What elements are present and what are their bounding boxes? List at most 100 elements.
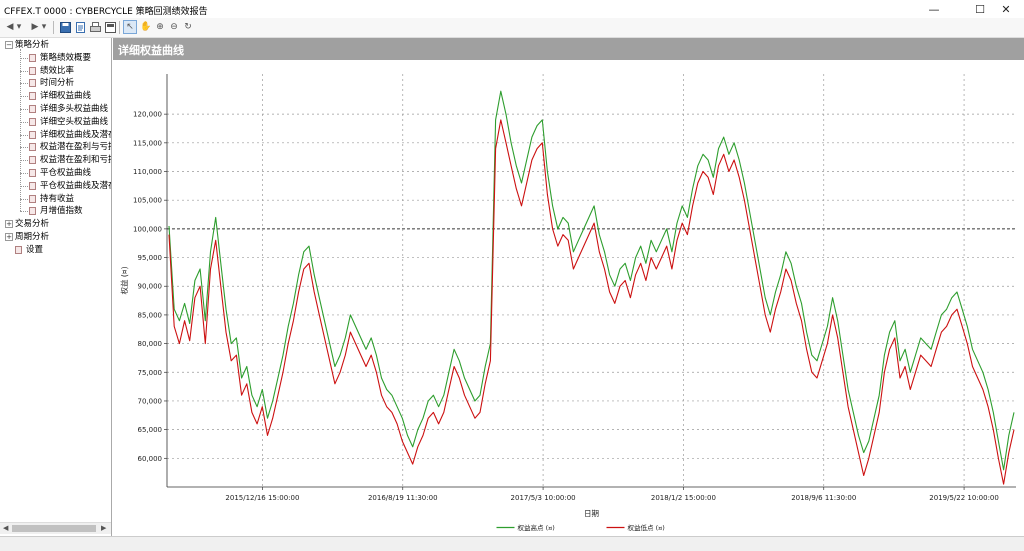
save-icon[interactable] [58,20,72,34]
x-tick-label: 2018/9/6 11:30:00 [791,494,856,502]
y-axis-label: 权益 (¤) [119,266,129,294]
toolbar-separator [119,21,120,34]
status-bar [0,536,1024,551]
forward-icon[interactable]: ▶ [31,22,39,32]
collapse-icon[interactable]: − [5,41,13,49]
y-tick-label: 70,000 [138,397,163,405]
window-title: CFFEX.T 0000 : CYBERCYCLE 策略回测绩效报告 [4,7,208,17]
print-icon[interactable] [88,20,102,34]
tree-connector [20,121,28,123]
back-icon[interactable]: ◀ [6,22,14,32]
tree-item-settings[interactable]: 设置 [15,244,43,256]
x-tick-label: 2017/5/3 10:00:00 [511,494,576,502]
tree-item-label: 详细权益曲线及潜在 [40,129,112,140]
close-icon[interactable]: ✕ [1001,2,1011,16]
tree-item[interactable]: 月增值指数 [29,205,83,217]
tree-item[interactable]: 权益潜在盈利和亏损 [29,154,112,166]
y-tick-label: 90,000 [138,283,163,291]
legend-label: 权益高点 (¤) [518,523,555,532]
zoom-out-icon[interactable]: ⊖ [170,22,178,32]
tree-item-label: 详细空头权益曲线 [40,116,109,127]
tree-item[interactable]: 策略绩效概要 [29,52,91,64]
x-tick-label: 2016/8/19 11:30:00 [368,494,438,502]
tree-item-label: 时间分析 [40,78,75,89]
report-page-icon [29,156,36,165]
series-line-1 [168,119,1015,485]
title-bar: CFFEX.T 0000 : CYBERCYCLE 策略回测绩效报告 — ☐ ✕ [0,0,1024,18]
report-page-icon [29,105,36,113]
pan-hand-icon[interactable]: ✋ [140,22,152,32]
tree-group-label: 交易分析 [15,219,50,230]
forward-dropdown-icon[interactable]: ▾ [41,22,47,32]
series-line-0 [168,90,1015,471]
report-page-icon [29,194,36,203]
refresh-icon[interactable]: ↻ [184,22,192,32]
tree-group-1[interactable]: + 交易分析 [5,218,49,230]
chart-header: 详细权益曲线 [113,38,1024,60]
y-tick-label: 100,000 [133,225,162,233]
tree-item[interactable]: 绩效比率 [29,65,74,77]
tree-item[interactable]: 详细权益曲线及潜在 [29,129,112,141]
sidebar-horizontal-scrollbar[interactable]: ◀ ▶ [0,522,111,534]
tree-connector [20,211,28,213]
tree-item-label: 策略绩效概要 [40,52,92,63]
minimize-icon[interactable]: — [928,2,940,16]
x-tick-label: 2018/1/2 15:00:00 [651,494,716,502]
tree-item[interactable]: 详细空头权益曲线 [29,116,108,128]
report-tree: − 策略分析 策略绩效概要 绩效比率时间分析 详细权益曲线 详细多头权益曲线 详细空头权益曲… [0,38,112,536]
expand-icon[interactable]: + [5,220,13,229]
tree-item[interactable]: 详细多头权益曲线 [29,103,108,115]
scroll-right-icon[interactable]: ▶ [101,524,107,532]
y-tick-label: 120,000 [133,111,162,119]
view-icon[interactable] [103,20,117,34]
report-page-icon [29,53,36,62]
y-tick-label: 105,000 [133,197,162,205]
tree-connector [20,96,28,98]
back-dropdown-icon[interactable]: ▾ [16,22,22,32]
tree-connector [20,147,28,149]
pointer-icon[interactable]: ↖ [123,20,137,34]
plot-area [167,74,1016,487]
chart-panel: 详细权益曲线 60,000 65,000 70,000 75,000 80,000 85,… [113,38,1024,536]
x-tick-label: 2019/5/22 10:00:00 [929,494,999,502]
tree-connector [20,173,28,174]
toolbar: ◀ ▾ ▶ ▾ ↖ ✋ ⊕ ⊖ ↻ [0,18,1024,38]
y-tick-label: 115,000 [133,139,162,147]
legend-label: 权益低点 (¤) [628,523,665,532]
y-tick-label: 80,000 [138,340,163,348]
tree-item[interactable]: 平仓权益曲线 [29,167,91,179]
tree-connector [20,57,28,59]
tree-item-label: 权益潜在盈利与亏损 [40,142,112,153]
settings-page-icon [15,245,22,254]
tree-connector [20,160,28,162]
tree-connector [20,83,28,85]
tree-connector [20,134,28,136]
y-tick-label: 95,000 [138,254,163,262]
scroll-left-icon[interactable]: ◀ [3,524,9,532]
tree-item[interactable]: 详细权益曲线 [29,90,91,102]
tree-connector [20,49,21,212]
tree-item[interactable]: 时间分析 [29,77,74,89]
x-axis-label: 日期 [584,509,599,518]
tree-item-label: 设置 [26,244,44,255]
tree-group-0[interactable]: − 策略分析 [5,39,49,51]
y-tick-label: 60,000 [138,455,163,463]
tree-connector [20,70,28,72]
equity-chart[interactable]: 60,000 65,000 70,000 75,000 80,000 85,000 90,0… [113,60,1024,536]
tree-item-label: 权益潜在盈利和亏损 [40,155,112,166]
tree-item[interactable]: 平仓权益曲线及潜在 [29,180,111,192]
maximize-icon[interactable]: ☐ [975,2,985,16]
tree-item-label: 绩效比率 [40,65,75,76]
report-page-icon [29,169,36,177]
tree-connector [20,109,28,110]
x-tick-label: 2015/12/16 15:00:00 [225,494,299,502]
chart-header-title: 详细权益曲线 [118,44,184,57]
export-icon[interactable] [73,20,87,34]
scrollbar-thumb[interactable] [12,525,96,532]
expand-icon[interactable]: + [5,233,13,241]
tree-group-2[interactable]: + 周期分析 [5,231,49,243]
zoom-in-icon[interactable]: ⊕ [156,22,164,32]
tree-item[interactable]: 持有收益 [29,193,74,205]
report-page-icon [29,181,36,190]
tree-item[interactable]: 权益潜在盈利与亏损 [29,141,112,153]
